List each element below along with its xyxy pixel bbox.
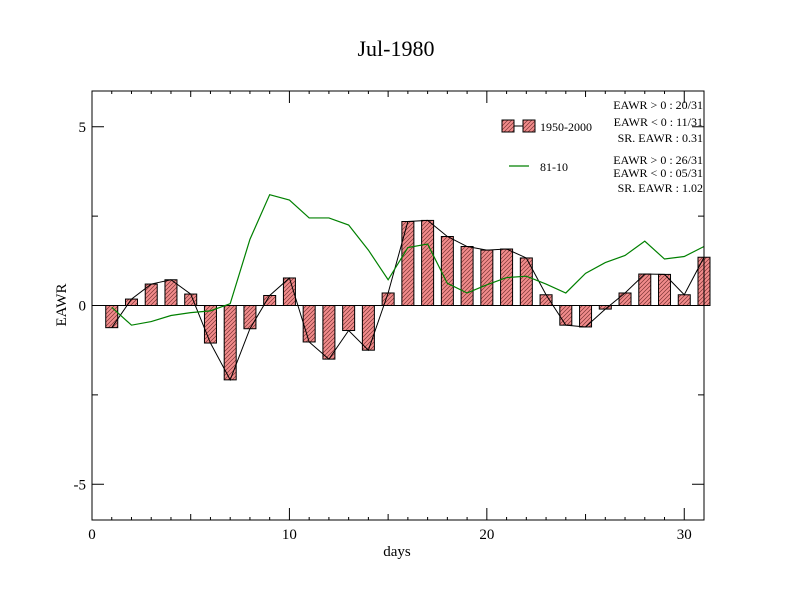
x-axis-label: days [383,544,411,560]
plot-area [92,193,711,382]
legend-label-81-10: 81-10 [540,160,568,174]
series-1950-2000-line [111,219,705,382]
x-tick-label: 20 [479,527,494,543]
axes: 0 10 20 30 -5 0 5 [74,90,705,543]
y-tick-label: 0 [79,299,87,315]
bar-day-30 [677,294,691,306]
x-tick-label: 10 [282,527,297,543]
stat-line: SR. EAWR : 1.02 [618,181,703,195]
y-tick-label: -5 [74,477,87,493]
legend-bar-swatch [522,119,536,133]
bar-day-15 [381,292,395,306]
stat-line: SR. EAWR : 0.31 [618,131,703,145]
stat-line: EAWR < 0 : 05/31 [613,166,703,180]
bar-day-18 [440,236,454,306]
chart-title: Jul-1980 [358,36,435,61]
x-tick-label: 30 [677,527,692,543]
y-tick-label: 5 [79,120,87,136]
stat-line: EAWR < 0 : 11/31 [614,115,703,129]
bar-day-24 [559,305,573,326]
legend: 1950-2000 81-10 [501,119,592,174]
x-tick-label: 0 [88,527,96,543]
bar-day-20 [480,249,494,306]
bar-day-4 [164,279,178,307]
bar-day-1 [105,305,119,329]
legend-label-1950-2000: 1950-2000 [540,120,592,134]
bar-day-12 [322,305,336,360]
bar-day-9 [263,294,277,306]
bar-day-14 [361,305,375,351]
bar-day-8 [243,305,257,330]
stat-line: EAWR > 0 : 20/31 [613,98,703,112]
bar-day-19 [460,246,474,306]
bar-day-23 [539,294,553,306]
bar-day-27 [618,292,632,306]
y-axis-label: EAWR [54,284,70,327]
bar-day-17 [421,219,435,306]
series-81-10-line [111,193,705,326]
stats-block: EAWR > 0 : 20/31 EAWR < 0 : 11/31 SR. EAWR… [613,98,703,195]
bar-day-11 [302,305,316,343]
bar-day-16 [401,220,415,306]
stat-line: EAWR > 0 : 26/31 [613,153,703,167]
bar-day-13 [342,305,356,332]
legend-bar-swatch [501,119,515,133]
